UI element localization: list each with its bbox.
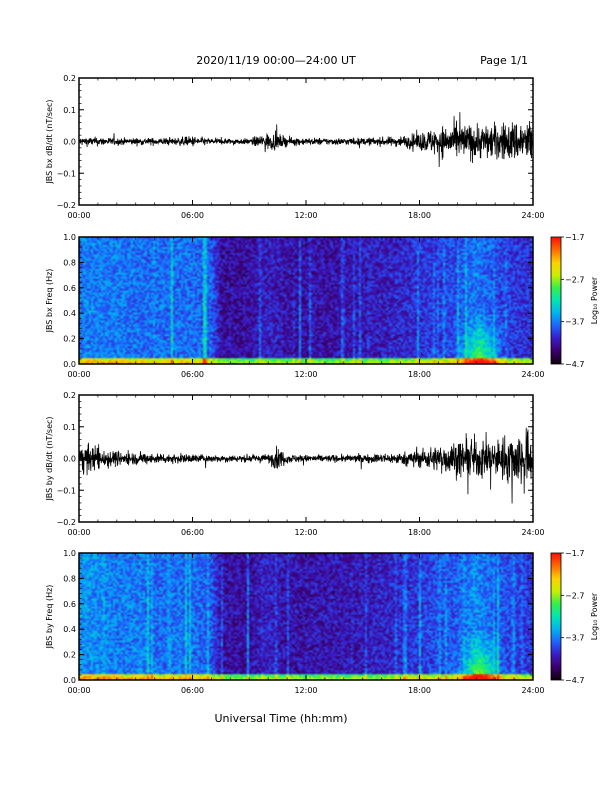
colorbar-label: Log₁₀ Power — [590, 592, 599, 640]
spectrogram-image — [79, 237, 533, 364]
waveform-series — [78, 112, 534, 167]
panel-bx-waveform: 00:00 06:00 12:00 18:00 24:00 0.2 0.1 0.0 −0.1 −0… — [45, 74, 545, 220]
y-tick-label: 1.0 — [63, 233, 76, 242]
y-tick-label: 0.2 — [63, 651, 76, 660]
spectrogram-image — [79, 553, 533, 680]
page-number: Page 1/1 — [480, 54, 528, 67]
y-axis-label: JBS bx Freq (Hz) — [45, 269, 54, 334]
y-tick-label: 1.0 — [63, 549, 76, 558]
y-tick-label: −0.2 — [57, 518, 76, 527]
x-tick-label: 06:00 — [181, 528, 204, 537]
x-tick-label: 18:00 — [408, 528, 431, 537]
x-tick-label: 06:00 — [181, 211, 204, 220]
y-tick-label: 0.2 — [63, 74, 76, 83]
page-title: 2020/11/19 00:00—24:00 UT — [196, 54, 356, 67]
y-tick-label: 0.0 — [63, 360, 76, 369]
x-tick-label: 18:00 — [408, 370, 431, 379]
x-tick-label: 12:00 — [294, 211, 317, 220]
y-tick-label: 0.4 — [63, 625, 76, 634]
x-tick-label: 00:00 — [67, 211, 90, 220]
x-tick-label: 00:00 — [67, 686, 90, 695]
x-tick-label: 12:00 — [294, 528, 317, 537]
y-tick-label: 0.2 — [63, 391, 76, 400]
panel-by-spectrogram: −1.7 −2.7 −3.7 −4.7 Log₁₀ Power 00:00 06:00 12:… — [45, 549, 599, 695]
y-tick-label: 0.0 — [63, 138, 76, 147]
colorbar: −1.7 −2.7 −3.7 −4.7 Log₁₀ Power — [550, 549, 599, 685]
y-tick-label: 0.8 — [63, 574, 76, 583]
y-tick-label: 0.8 — [63, 258, 76, 267]
colorbar-tick-label: −2.7 — [565, 275, 584, 284]
y-axis-label: JBS bx dB/dt (nT/sec) — [45, 99, 54, 184]
colorbar-frame — [550, 236, 562, 365]
y-axis-label: JBS by Freq (Hz) — [45, 585, 54, 650]
x-tick-label: 24:00 — [521, 528, 544, 537]
x-tick-label: 18:00 — [408, 211, 431, 220]
colorbar-tick-label: −4.7 — [565, 360, 584, 369]
colorbar-tick-label: −1.7 — [565, 233, 584, 242]
x-tick-label: 12:00 — [294, 686, 317, 695]
x-tick-label: 24:00 — [521, 211, 544, 220]
x-tick-label: 24:00 — [521, 370, 544, 379]
x-tick-label: 18:00 — [408, 686, 431, 695]
y-tick-label: −0.1 — [57, 169, 76, 178]
colorbar-gradient — [551, 237, 561, 364]
y-tick-label: −0.1 — [57, 486, 76, 495]
y-tick-label: 0.6 — [63, 284, 76, 293]
x-axis-label: Universal Time (hh:mm) — [215, 712, 348, 725]
y-tick-label: 0.2 — [63, 335, 76, 344]
x-tick-label: 06:00 — [181, 686, 204, 695]
y-tick-label: 0.6 — [63, 600, 76, 609]
x-tick-label: 06:00 — [181, 370, 204, 379]
y-axis-label: JBS by dB/dt (nT/sec) — [45, 416, 54, 501]
y-tick-label: 0.0 — [63, 676, 76, 685]
x-tick-label: 12:00 — [294, 370, 317, 379]
y-tick-label: −0.2 — [57, 201, 76, 210]
colorbar-tick-label: −3.7 — [565, 318, 584, 327]
y-tick-label: 0.0 — [63, 455, 76, 464]
panel-bx-spectrogram: −1.7 −2.7 −3.7 −4.7 Log₁₀ Power 00:00 06:00 12:… — [45, 233, 599, 379]
y-tick-label: 0.4 — [63, 309, 76, 318]
x-tick-label: 00:00 — [67, 370, 90, 379]
y-tick-label: 0.1 — [63, 106, 76, 115]
panel-by-waveform: 00:00 06:00 12:00 18:00 24:00 0.2 0.1 0.0 −0.1 −0… — [45, 391, 545, 537]
colorbar-frame — [550, 552, 562, 681]
colorbar: −1.7 −2.7 −3.7 −4.7 Log₁₀ Power — [550, 233, 599, 369]
waveform-series — [78, 427, 534, 504]
x-tick-label: 24:00 — [521, 686, 544, 695]
colorbar-label: Log₁₀ Power — [590, 276, 599, 324]
colorbar-gradient — [551, 553, 561, 680]
colorbar-tick-label: −3.7 — [565, 634, 584, 643]
colorbar-tick-label: −2.7 — [565, 591, 584, 600]
y-tick-label: 0.1 — [63, 423, 76, 432]
colorbar-tick-label: −4.7 — [565, 676, 584, 685]
x-tick-label: 00:00 — [67, 528, 90, 537]
colorbar-tick-label: −1.7 — [565, 549, 584, 558]
